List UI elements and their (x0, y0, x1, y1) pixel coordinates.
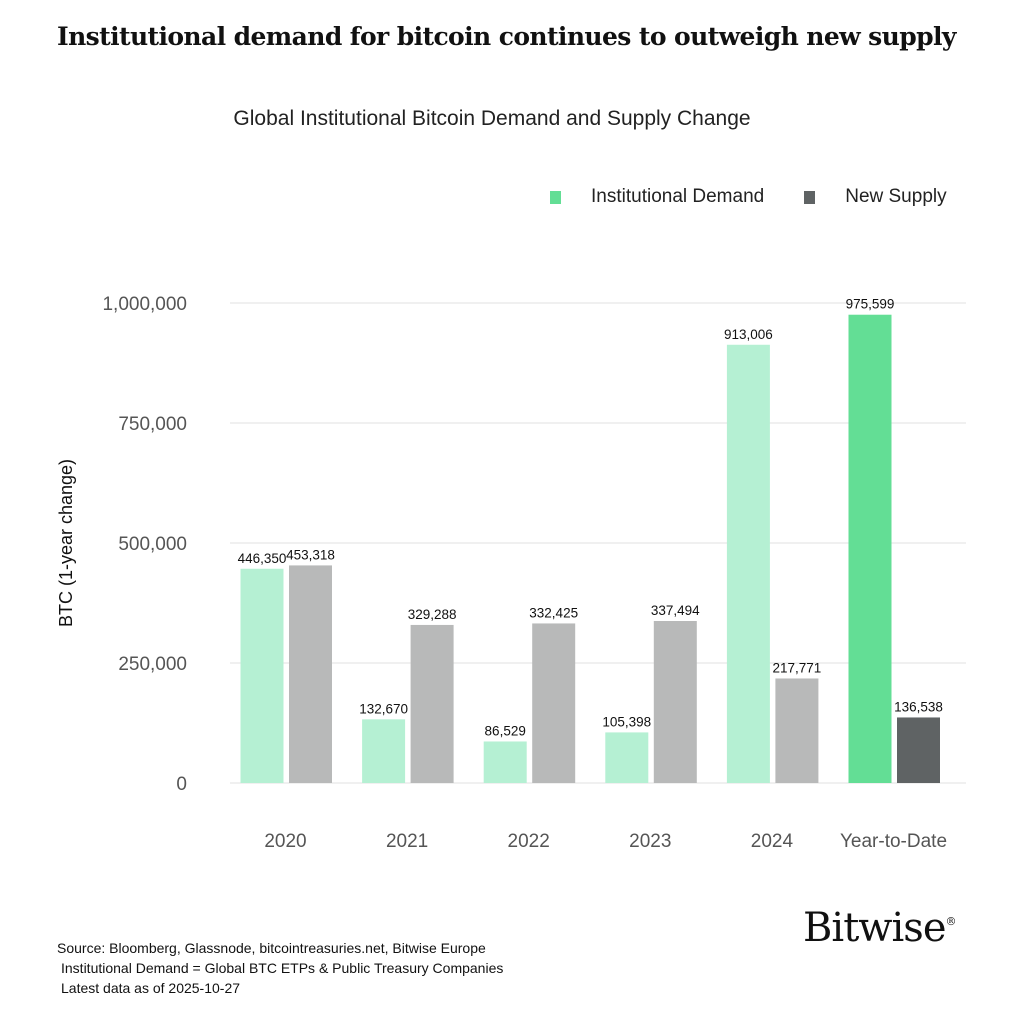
legend: Institutional Demand New Supply (550, 186, 987, 208)
x-tick-label: 2022 (508, 831, 550, 852)
bar-supply (532, 623, 576, 783)
data-label: 913,006 (724, 327, 773, 342)
data-label: 337,494 (651, 603, 700, 618)
legend-swatch-supply (804, 190, 816, 204)
bar-supply (410, 624, 454, 783)
x-tick-label: 2020 (264, 831, 306, 852)
bar-supply (775, 678, 819, 783)
data-label: 329,288 (408, 607, 457, 622)
source-note: Source: Bloomberg, Glassnode, bitcointre… (57, 940, 486, 956)
bar-demand (483, 741, 527, 783)
x-tick-label: Year-to-Date (840, 831, 947, 852)
bar-supply (289, 565, 332, 783)
data-label: 132,670 (359, 701, 408, 716)
bar-demand (605, 732, 649, 783)
bar-demand (362, 719, 406, 783)
legend-item-demand: Institutional Demand (550, 186, 764, 208)
data-label: 446,350 (238, 551, 287, 566)
bar-demand (726, 344, 770, 783)
legend-swatch-demand (550, 190, 561, 204)
y-tick-label: 500,000 (118, 534, 187, 555)
x-tick-label: 2021 (386, 831, 428, 852)
data-label: 453,318 (286, 547, 335, 562)
definition-note: Institutional Demand = Global BTC ETPs &… (61, 960, 504, 976)
legend-label-demand: Institutional Demand (591, 186, 765, 207)
data-label: 105,398 (602, 714, 651, 729)
y-axis-label: BTC (1-year change) (56, 459, 76, 627)
data-label: 86,529 (485, 723, 526, 738)
legend-item-supply: New Supply (804, 186, 947, 208)
bar-supply (653, 621, 697, 783)
x-tick-label: 2023 (629, 831, 671, 852)
chart-title: Global Institutional Bitcoin Demand and … (233, 107, 751, 130)
headline: Institutional demand for bitcoin continu… (57, 22, 956, 51)
bar-supply (897, 717, 940, 783)
legend-label-supply: New Supply (845, 186, 947, 207)
data-label: 217,771 (772, 660, 821, 675)
bar-demand (848, 314, 892, 783)
asof-note: Latest data as of 2025-10-27 (61, 980, 241, 996)
bar-demand (240, 568, 284, 783)
bitwise-logo: Bitwise® (803, 905, 957, 951)
y-tick-label: 250,000 (118, 654, 187, 675)
y-tick-label: 1,000,000 (102, 294, 187, 315)
footer: Source: Bloomberg, Glassnode, bitcointre… (57, 938, 503, 998)
y-tick-label: 750,000 (118, 414, 187, 435)
data-label: 332,425 (529, 605, 578, 620)
data-label: 975,599 (846, 297, 895, 312)
y-tick-label: 0 (176, 774, 187, 795)
x-tick-label: 2024 (751, 831, 794, 852)
data-label: 136,538 (894, 699, 943, 714)
